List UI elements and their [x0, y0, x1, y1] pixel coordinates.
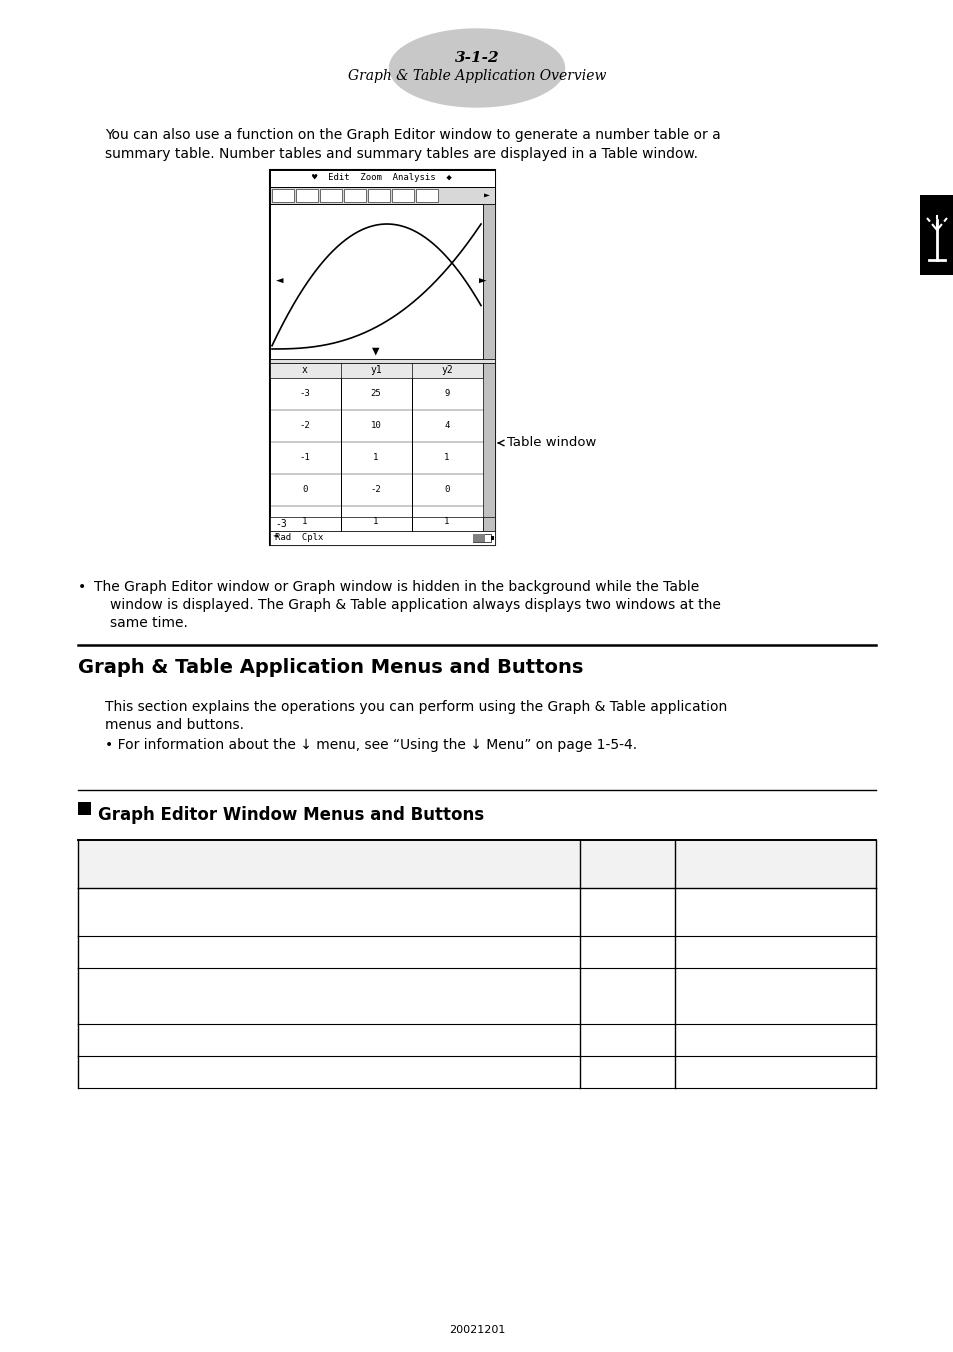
Text: menu item:: menu item: [730, 867, 819, 880]
Text: Or select this: Or select this [722, 850, 826, 864]
Text: • For information about the ↓ menu, see “Using the ↓ Menu” on page 1-5-4.: • For information about the ↓ menu, see … [105, 738, 637, 752]
Bar [270, 170, 495, 187]
Bar [270, 531, 495, 541]
Text: 0: 0 [302, 484, 308, 493]
Text: This section explains the operations you can perform using the Graph & Table app: This section explains the operations you… [105, 700, 726, 714]
Text: ►: ► [483, 191, 490, 200]
Text: 1: 1 [373, 516, 378, 526]
Text: 20021201: 20021201 [448, 1325, 505, 1334]
Text: 1: 1 [302, 516, 308, 526]
Text: 25: 25 [370, 388, 381, 397]
Text: To do this:: To do this: [88, 854, 170, 868]
Bar [270, 170, 495, 545]
Bar [78, 888, 875, 936]
Text: Graph & Table Application Menus and Buttons: Graph & Table Application Menus and Butt… [78, 658, 583, 677]
Text: Edit - Paste: Edit - Paste [737, 990, 812, 1002]
Bar [482, 204, 495, 360]
Text: x: x [302, 365, 308, 375]
Text: -2: -2 [370, 484, 381, 493]
Text: y2: y2 [440, 365, 453, 375]
Bar [491, 535, 494, 539]
Text: summary table. Number tables and summary tables are displayed in a Table window.: summary table. Number tables and summary… [105, 147, 698, 161]
Text: Graph Editor Window Menus and Buttons: Graph Editor Window Menus and Buttons [98, 806, 483, 823]
Bar [78, 1023, 875, 1056]
Bar [270, 204, 482, 360]
Text: Paste the contents of the clipboard at the current cursor: Paste the contents of the clipboard at t… [88, 976, 464, 990]
Text: Graph & Table Application Overview: Graph & Table Application Overview [348, 69, 605, 82]
Text: 3-1-2: 3-1-2 [455, 51, 498, 65]
Bar [270, 360, 495, 362]
Text: Edit - Clear All: Edit - Clear All [727, 1065, 821, 1079]
Bar [368, 189, 390, 201]
Text: same time.: same time. [110, 617, 188, 630]
Bar [482, 516, 495, 531]
Text: 1: 1 [373, 453, 378, 461]
Text: Edit - Copy: Edit - Copy [738, 945, 810, 959]
Bar [270, 187, 495, 204]
Text: —: — [618, 1033, 634, 1048]
Bar [272, 189, 294, 201]
Bar [473, 534, 491, 542]
Text: •: • [78, 580, 86, 594]
Text: Table window: Table window [506, 437, 596, 449]
Bar [344, 189, 366, 201]
Text: Select the entire expression you are editing: Select the entire expression you are edi… [88, 1033, 380, 1046]
Bar [482, 362, 495, 545]
Text: The Graph Editor window or Graph window is hidden in the background while the Ta: The Graph Editor window or Graph window … [94, 580, 699, 594]
Bar [392, 189, 414, 201]
Bar [473, 534, 484, 542]
Bar [78, 968, 875, 1023]
Text: window is displayed. The Graph & Table application always displays two windows a: window is displayed. The Graph & Table a… [110, 598, 720, 612]
Text: y1: y1 [370, 365, 381, 375]
Bar [319, 189, 341, 201]
Text: ◄: ◄ [275, 274, 283, 288]
Text: button:: button: [598, 867, 656, 880]
Text: 1: 1 [444, 516, 449, 526]
Bar [416, 189, 437, 201]
Text: Tap this: Tap this [596, 850, 657, 864]
Bar [295, 189, 317, 201]
Text: menus and buttons.: menus and buttons. [105, 718, 244, 731]
Text: —: — [618, 1064, 634, 1079]
Text: -1: -1 [299, 453, 310, 461]
Bar [270, 531, 495, 545]
Text: 1: 1 [444, 453, 449, 461]
Text: —: — [618, 904, 634, 919]
Text: ◄: ◄ [273, 531, 277, 541]
Text: Edit - Select All: Edit - Select All [723, 1033, 824, 1046]
Text: position in the Graph Editor window: position in the Graph Editor window [88, 992, 327, 1005]
Bar [919, 195, 953, 274]
Text: 10: 10 [370, 420, 381, 430]
Text: —: — [618, 945, 634, 960]
Text: Rad  Cplx: Rad Cplx [274, 534, 323, 542]
Bar [78, 936, 875, 968]
Text: Edit - Cut: Edit - Cut [743, 906, 805, 918]
Text: ▼: ▼ [372, 345, 379, 357]
Bar [78, 802, 91, 815]
Ellipse shape [389, 28, 564, 107]
Bar [78, 1056, 875, 1088]
Text: -2: -2 [299, 420, 310, 430]
Text: -3: -3 [274, 519, 287, 529]
Text: 0: 0 [444, 484, 449, 493]
Text: 9: 9 [444, 388, 449, 397]
Text: Copy the selected character string to the clipboard: Copy the selected character string to th… [88, 945, 429, 959]
Text: ►: ► [478, 274, 486, 288]
Bar [270, 516, 482, 531]
Text: 4: 4 [444, 420, 449, 430]
Text: Cut the selected character string and place it onto the: Cut the selected character string and pl… [88, 896, 452, 909]
Text: clipboard: clipboard [88, 913, 150, 925]
Bar [270, 362, 495, 545]
Text: You can also use a function on the Graph Editor window to generate a number tabl: You can also use a function on the Graph… [105, 128, 720, 142]
Text: —: — [618, 988, 634, 1003]
Text: -3: -3 [299, 388, 310, 397]
Bar [270, 362, 482, 379]
Text: ♥  Edit  Zoom  Analysis  ◆: ♥ Edit Zoom Analysis ◆ [312, 173, 452, 183]
Bar [78, 840, 875, 888]
Text: Clear all of the expressions from the Graph Editor window: Clear all of the expressions from the Gr… [88, 1065, 474, 1079]
